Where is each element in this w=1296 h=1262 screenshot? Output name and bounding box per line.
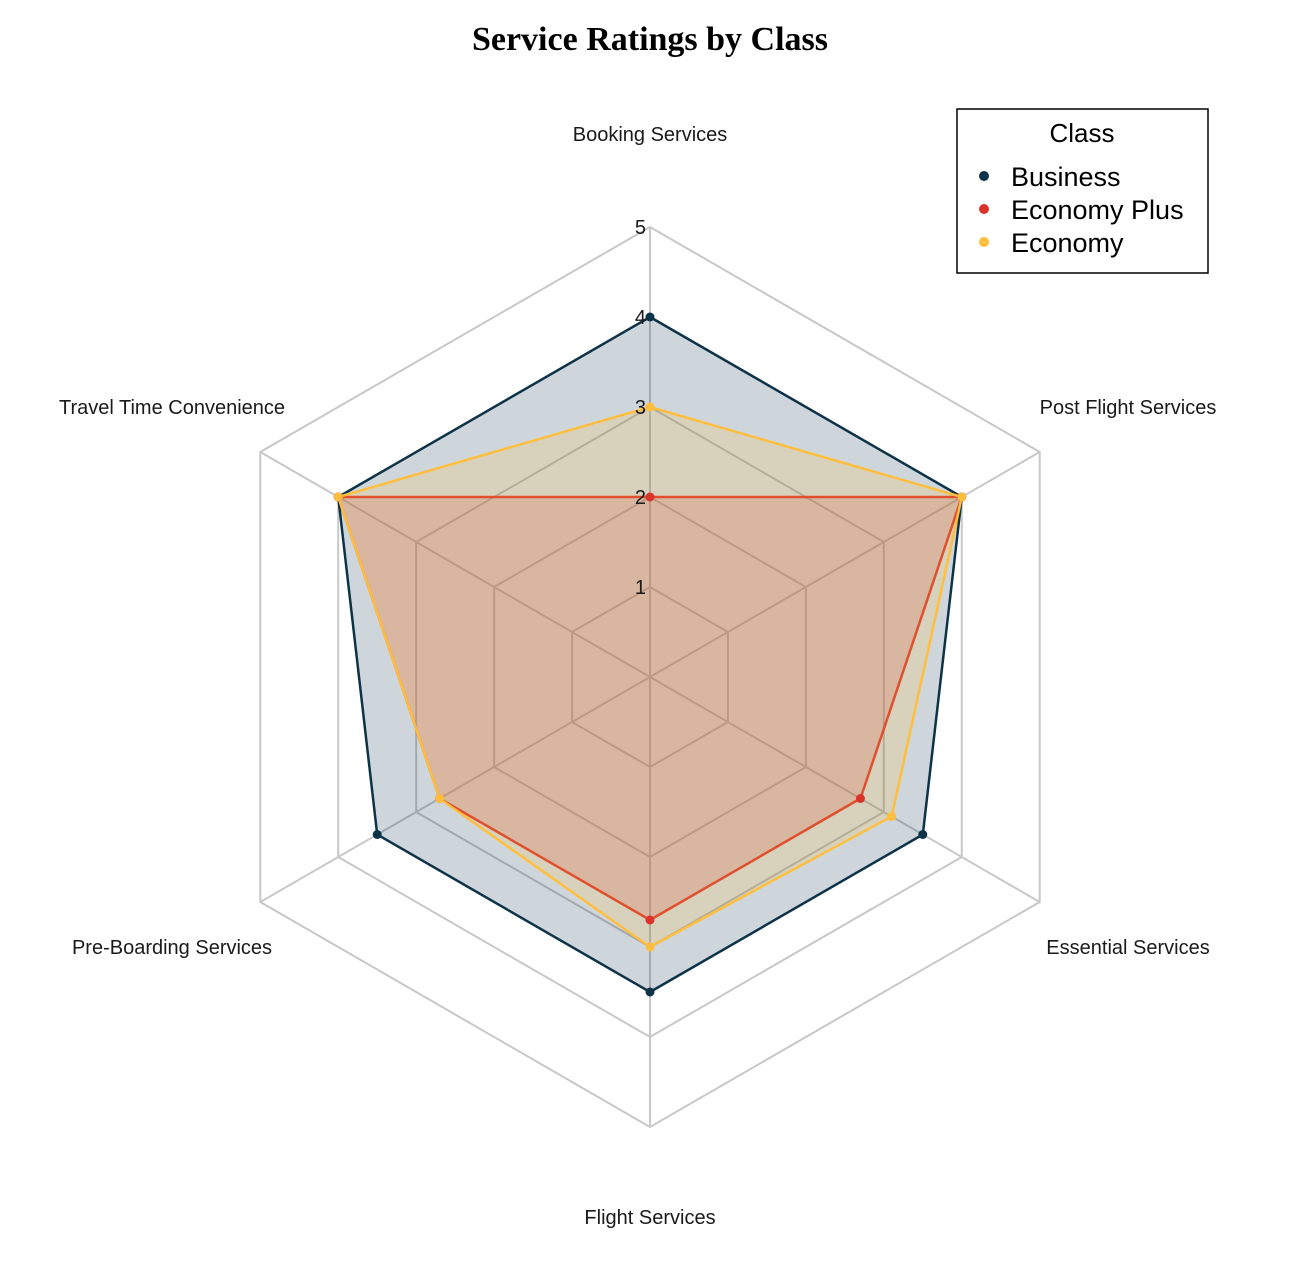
legend-label: Business [1011, 162, 1121, 192]
chart-title: Service Ratings by Class [472, 21, 828, 58]
legend-title: Class [1049, 118, 1114, 148]
series-layer [333, 312, 967, 997]
grid-spoke [649, 451, 1041, 678]
tick-label: 1 [635, 577, 646, 599]
data-point [435, 794, 445, 803]
data-point [918, 830, 928, 839]
tick-label: 2 [635, 487, 646, 509]
tick-label: 5 [635, 217, 646, 239]
grid-spoke [259, 676, 651, 903]
data-point [645, 915, 655, 925]
legend-box [956, 108, 1209, 274]
data-point [645, 987, 655, 997]
legend-marker [979, 237, 989, 247]
grid-spoke [649, 676, 1041, 903]
axis-label: Essential Services [1046, 937, 1209, 959]
tick-label: 3 [635, 397, 646, 419]
data-point [855, 794, 865, 803]
data-point [645, 492, 655, 502]
data-point [645, 942, 655, 952]
data-point [333, 492, 343, 502]
axis-label: Booking Services [573, 124, 728, 146]
tick-label: 4 [635, 307, 646, 329]
axis-label: Travel Time Convenience [59, 397, 285, 419]
legend-marker [979, 204, 989, 214]
axis-label: Flight Services [584, 1207, 715, 1229]
axis-label: Post Flight Services [1040, 397, 1217, 419]
radial-ticks: 1 2 3 4 5 [635, 217, 646, 599]
data-point [957, 492, 967, 502]
legend-label: Economy [1011, 228, 1124, 258]
axis-labels: Booking Services Post Flight Services Es… [59, 124, 1216, 1229]
data-point [645, 312, 655, 322]
data-point [887, 812, 897, 821]
data-point [645, 402, 655, 412]
legend-marker [979, 171, 989, 181]
data-point [372, 830, 382, 839]
legend-label: Economy Plus [1011, 195, 1184, 225]
grid-spoke [259, 451, 651, 678]
axis-label: Pre-Boarding Services [72, 937, 272, 959]
legend: Class Business Economy Plus Economy [956, 108, 1209, 274]
